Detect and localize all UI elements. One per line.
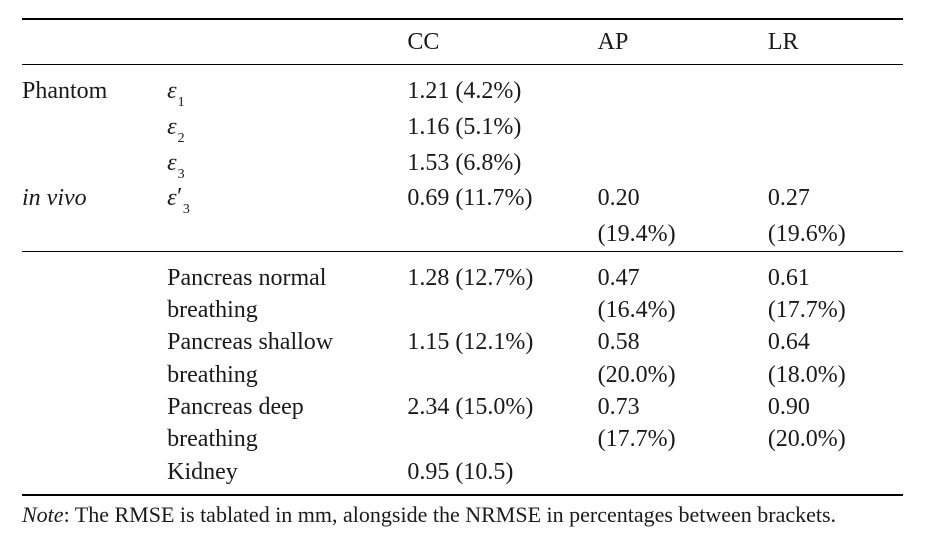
cell-ap: 0.47 xyxy=(598,251,768,294)
cell-cc: 0.69 (11.7%) xyxy=(407,182,597,218)
cell-cc: 2.34 (15.0%) xyxy=(407,391,597,423)
table-row: Phantom ε1 1.21 (4.2%) xyxy=(22,65,903,111)
note-text: : The RMSE is tablated in mm, alongside … xyxy=(64,502,836,527)
cell-ap-pct: (19.4%) xyxy=(598,218,768,251)
table-row: ε2 1.16 (5.1%) xyxy=(22,111,903,147)
cell-lr-pct: (17.7%) xyxy=(768,294,903,326)
label: breathing xyxy=(167,359,407,391)
table-row: breathing (16.4%) (17.7%) xyxy=(22,294,903,326)
cell-lr: 0.27 xyxy=(768,182,903,218)
label: Kidney xyxy=(167,456,407,495)
param-eps1: ε1 xyxy=(167,65,407,111)
label: Pancreas deep xyxy=(167,391,407,423)
group-invivo: in vivo xyxy=(22,182,167,218)
cell-ap-pct: (16.4%) xyxy=(598,294,768,326)
header-ap: AP xyxy=(598,19,768,65)
label: breathing xyxy=(167,423,407,455)
table-row: Pancreas normal 1.28 (12.7%) 0.47 0.61 xyxy=(22,251,903,294)
cell-lr: 0.64 xyxy=(768,326,903,358)
label: breathing xyxy=(167,294,407,326)
cell-cc: 1.28 (12.7%) xyxy=(407,251,597,294)
cell-ap: 0.20 xyxy=(598,182,768,218)
table-row: Pancreas shallow 1.15 (12.1%) 0.58 0.64 xyxy=(22,326,903,358)
table-row: (19.4%) (19.6%) xyxy=(22,218,903,251)
cell-ap: 0.58 xyxy=(598,326,768,358)
table-note: Note: The RMSE is tablated in mm, alongs… xyxy=(22,496,903,528)
cell-lr xyxy=(768,65,903,111)
param-eps3: ε3 xyxy=(167,147,407,183)
table-row: in vivo ε′3 0.69 (11.7%) 0.20 0.27 xyxy=(22,182,903,218)
cell-lr-pct: (19.6%) xyxy=(768,218,903,251)
cell-lr-pct: (20.0%) xyxy=(768,423,903,455)
epsilon-icon: ε3 xyxy=(167,147,183,183)
group-phantom: Phantom xyxy=(22,65,167,111)
cell-ap-pct: (17.7%) xyxy=(598,423,768,455)
param-eps3prime: ε′3 xyxy=(167,182,407,218)
table-header-row: CC AP LR xyxy=(22,19,903,65)
cell-lr: 0.90 xyxy=(768,391,903,423)
cell-lr: 0.61 xyxy=(768,251,903,294)
header-blank-1 xyxy=(22,19,167,65)
cell-cc: 1.15 (12.1%) xyxy=(407,326,597,358)
table-row: ε3 1.53 (6.8%) xyxy=(22,147,903,183)
cell-cc: 1.16 (5.1%) xyxy=(407,111,597,147)
epsilon-prime-icon: ε′3 xyxy=(167,182,189,218)
header-lr: LR xyxy=(768,19,903,65)
cell-cc: 1.53 (6.8%) xyxy=(407,147,597,183)
table-row: Kidney 0.95 (10.5) xyxy=(22,456,903,495)
header-blank-2 xyxy=(167,19,407,65)
label: Pancreas normal xyxy=(167,251,407,294)
epsilon-icon: ε2 xyxy=(167,111,183,147)
cell-ap xyxy=(598,65,768,111)
label: Pancreas shallow xyxy=(167,326,407,358)
epsilon-icon: ε1 xyxy=(167,75,183,111)
page: CC AP LR Phantom ε1 1.21 (4.2%) ε2 xyxy=(0,0,925,555)
cell-lr-pct: (18.0%) xyxy=(768,359,903,391)
cell-ap: 0.73 xyxy=(598,391,768,423)
cell-cc: 0.95 (10.5) xyxy=(407,456,597,495)
cell-ap-pct: (20.0%) xyxy=(598,359,768,391)
table-row: breathing (17.7%) (20.0%) xyxy=(22,423,903,455)
table-row: Pancreas deep 2.34 (15.0%) 0.73 0.90 xyxy=(22,391,903,423)
header-cc: CC xyxy=(407,19,597,65)
cell-cc: 1.21 (4.2%) xyxy=(407,65,597,111)
param-eps2: ε2 xyxy=(167,111,407,147)
note-label: Note xyxy=(22,502,64,527)
results-table: CC AP LR Phantom ε1 1.21 (4.2%) ε2 xyxy=(22,18,903,496)
table-row: breathing (20.0%) (18.0%) xyxy=(22,359,903,391)
